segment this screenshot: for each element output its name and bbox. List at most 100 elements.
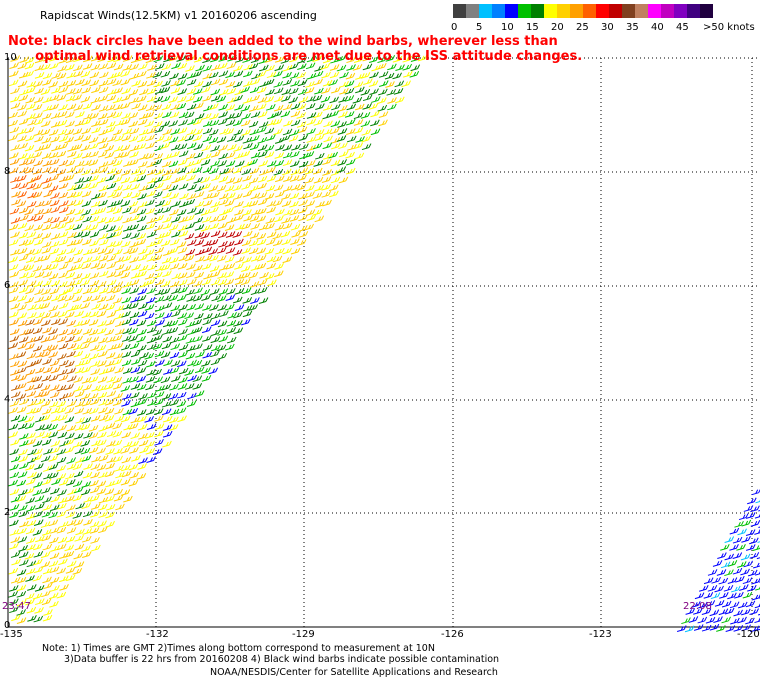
wind-barb [64, 416, 75, 423]
wind-barb [104, 151, 115, 159]
wind-barb [716, 569, 727, 576]
wind-barb [312, 167, 323, 175]
wind-barb [75, 111, 85, 118]
wind-barb [234, 273, 245, 280]
wind-barb [242, 305, 253, 312]
wind-barb [130, 232, 140, 240]
wind-barb [152, 254, 163, 262]
wind-barb [16, 590, 27, 598]
wind-barb [233, 128, 244, 136]
wind-barb [66, 80, 77, 87]
wind-barb [210, 64, 221, 71]
wind-barb [33, 80, 43, 88]
wind-barb [81, 200, 92, 207]
wind-barb [378, 111, 389, 118]
wind-barb [264, 144, 275, 152]
wind-barb [41, 247, 52, 254]
wind-barb [105, 422, 116, 430]
wind-barb [121, 112, 131, 120]
wind-barb [83, 112, 93, 120]
wind-barb [137, 193, 147, 200]
wind-barb [81, 311, 92, 319]
wind-barb [131, 102, 141, 110]
wind-barb [283, 175, 293, 182]
wind-barb [51, 478, 61, 486]
wind-barb [42, 96, 52, 104]
wind-barb [218, 103, 228, 111]
wind-barb [16, 495, 27, 503]
wind-barb [290, 150, 300, 158]
wind-barb [274, 159, 285, 167]
wind-barb [185, 198, 196, 206]
wind-barb [17, 191, 27, 198]
wind-barb [153, 191, 163, 198]
wind-barb [402, 63, 413, 71]
wind-barb [289, 55, 299, 63]
wind-barb [193, 143, 204, 151]
wind-barb [104, 407, 115, 415]
wind-barb [50, 311, 60, 318]
wind-barb [747, 584, 757, 592]
wind-barb [19, 433, 29, 440]
wind-barb [48, 81, 59, 88]
wind-barb [90, 415, 101, 422]
wind-barb [89, 112, 99, 120]
wind-barb [258, 223, 269, 231]
wind-barb [171, 375, 181, 382]
wind-barb [8, 590, 18, 598]
wind-barb [202, 344, 213, 351]
wind-barb [106, 430, 117, 438]
wind-barb [283, 209, 293, 216]
wind-barb [81, 481, 92, 488]
wind-barb [240, 119, 251, 127]
wind-barb [24, 384, 35, 392]
wind-barb [162, 320, 173, 328]
wind-barb [81, 399, 92, 407]
wind-barb [361, 143, 372, 151]
wind-barb [749, 608, 759, 615]
wind-barb [274, 270, 284, 278]
wind-barb [217, 214, 228, 222]
wind-barb [98, 128, 109, 136]
wind-barb [120, 102, 131, 110]
wind-barb [56, 94, 67, 102]
wind-barb [169, 399, 180, 406]
wind-barb [281, 217, 291, 224]
wind-barb [250, 94, 260, 102]
wind-barb [346, 128, 356, 135]
wind-barb [304, 167, 315, 175]
wind-barb [217, 160, 227, 167]
wind-barb [178, 328, 188, 336]
wind-barb [235, 56, 245, 63]
wind-barb [80, 279, 91, 286]
wind-barb [65, 472, 75, 480]
wind-barb [128, 112, 139, 119]
wind-barb [74, 400, 85, 408]
wind-barb [139, 352, 149, 359]
wind-barb [741, 608, 751, 616]
wind-barb [751, 577, 760, 585]
wind-barb [170, 128, 180, 135]
wind-barb [81, 545, 91, 552]
wind-barb [756, 628, 760, 631]
wind-barb [112, 430, 123, 438]
wind-barb [57, 497, 68, 504]
wind-barb [218, 175, 229, 183]
wind-barb [80, 230, 91, 238]
wind-barb [154, 438, 164, 446]
wind-barb [73, 55, 83, 63]
wind-barb [67, 231, 77, 239]
x-tick-label: -126 [441, 629, 464, 640]
wind-barb [290, 247, 301, 255]
wind-barb [128, 463, 139, 471]
wind-barb [241, 222, 252, 230]
wind-barb [139, 153, 149, 160]
wind-barb [24, 208, 35, 216]
wind-barb [82, 337, 92, 344]
wind-barb [272, 255, 283, 263]
wind-barb [98, 511, 109, 518]
wind-barb [122, 376, 132, 384]
wind-barb [315, 103, 325, 110]
wind-barb [17, 135, 27, 142]
wind-barb [242, 174, 252, 182]
